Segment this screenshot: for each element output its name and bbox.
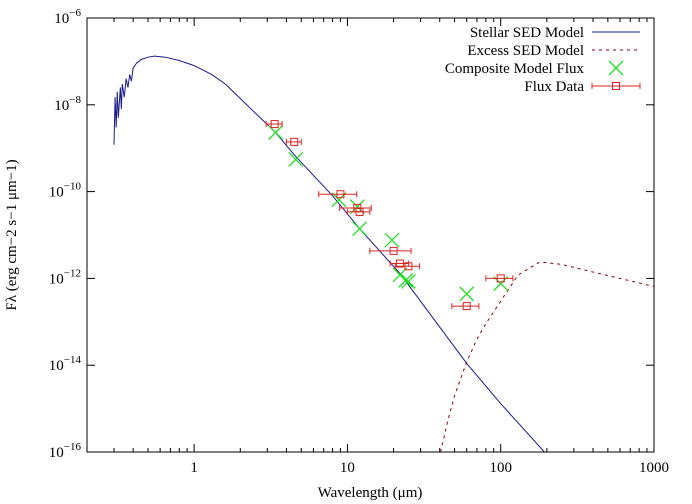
data-point [290,137,299,146]
error-bar [339,204,372,211]
error-bar [346,208,371,215]
data-point [336,190,345,199]
y-tick-label: 10−12 [49,267,81,287]
cross-marker [400,274,416,289]
cross-marker [288,152,304,167]
error-bar [285,138,302,145]
data-point [496,274,505,283]
cross-marker [608,60,624,76]
legend-label: Composite Model Flux [445,61,585,77]
cross-stroke [288,152,304,167]
error-bar [318,191,358,198]
x-tick-label: 1 [190,460,198,476]
cross-stroke [493,276,509,292]
cross-marker [352,221,368,237]
cross-stroke [459,286,475,302]
y-tick-label: 10−16 [49,441,82,461]
plot-area [113,55,654,452]
cross-marker [384,232,400,248]
error-bar [451,303,480,310]
cross-stroke [398,272,414,288]
data-point [404,262,413,271]
cross-marker [493,276,509,292]
cross-stroke [400,274,416,289]
sed-line [113,55,546,452]
data-point [462,302,471,311]
cross-stroke [384,232,400,248]
x-tick-label: 100 [489,460,512,476]
legend-swatch [612,82,620,90]
cross-marker [459,286,475,302]
x-tick-label: 1000 [639,460,669,476]
error-bar [394,263,420,270]
cross-stroke [349,199,365,215]
data-point [270,120,279,129]
x-axis-label: Wavelength (μm) [318,485,423,501]
cross-stroke [608,60,624,76]
error-bar [265,121,283,128]
data-point [395,259,404,268]
cross-stroke [352,221,368,237]
y-axis-label: Fλ (erg cm−2 s−1 μm−1) [4,159,20,310]
data-point [389,246,398,255]
y-tick-label: 10−14 [49,354,82,374]
x-tick-label: 10 [340,460,355,476]
data-point [355,207,364,216]
cross-marker [398,272,414,288]
error-bar [485,275,514,282]
legend-label: Flux Data [524,79,584,95]
plot-frame [86,17,655,453]
sed-line [440,261,654,452]
y-tick-label: 10−10 [49,181,82,201]
legend-label: Excess SED Model [467,43,584,59]
cross-stroke [268,125,284,140]
y-tick-label: 10−6 [54,7,81,27]
cross-marker [349,199,365,215]
legend-label: Stellar SED Model [470,25,584,41]
y-tick-label: 10−8 [54,94,81,114]
